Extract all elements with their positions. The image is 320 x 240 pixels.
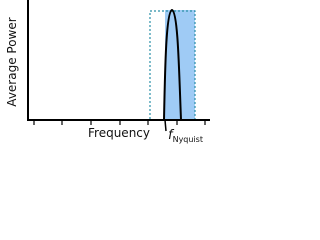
nyquist-symbol: f [168, 128, 175, 143]
x-axis-label: Frequency [88, 126, 150, 140]
nyquist-subscript: Nyquist [173, 135, 203, 144]
x-ticks [33, 120, 206, 125]
y-axis-label: Average Power [5, 17, 19, 106]
spectrum-curve [163, 8, 182, 121]
nyquist-label: fNyquist [168, 128, 203, 144]
page: Average Power Frequency fNyquist (() => … [0, 0, 210, 145]
spectrum-diagram: Average Power Frequency fNyquist [5, 0, 210, 144]
nyquist-marker [164, 119, 167, 132]
